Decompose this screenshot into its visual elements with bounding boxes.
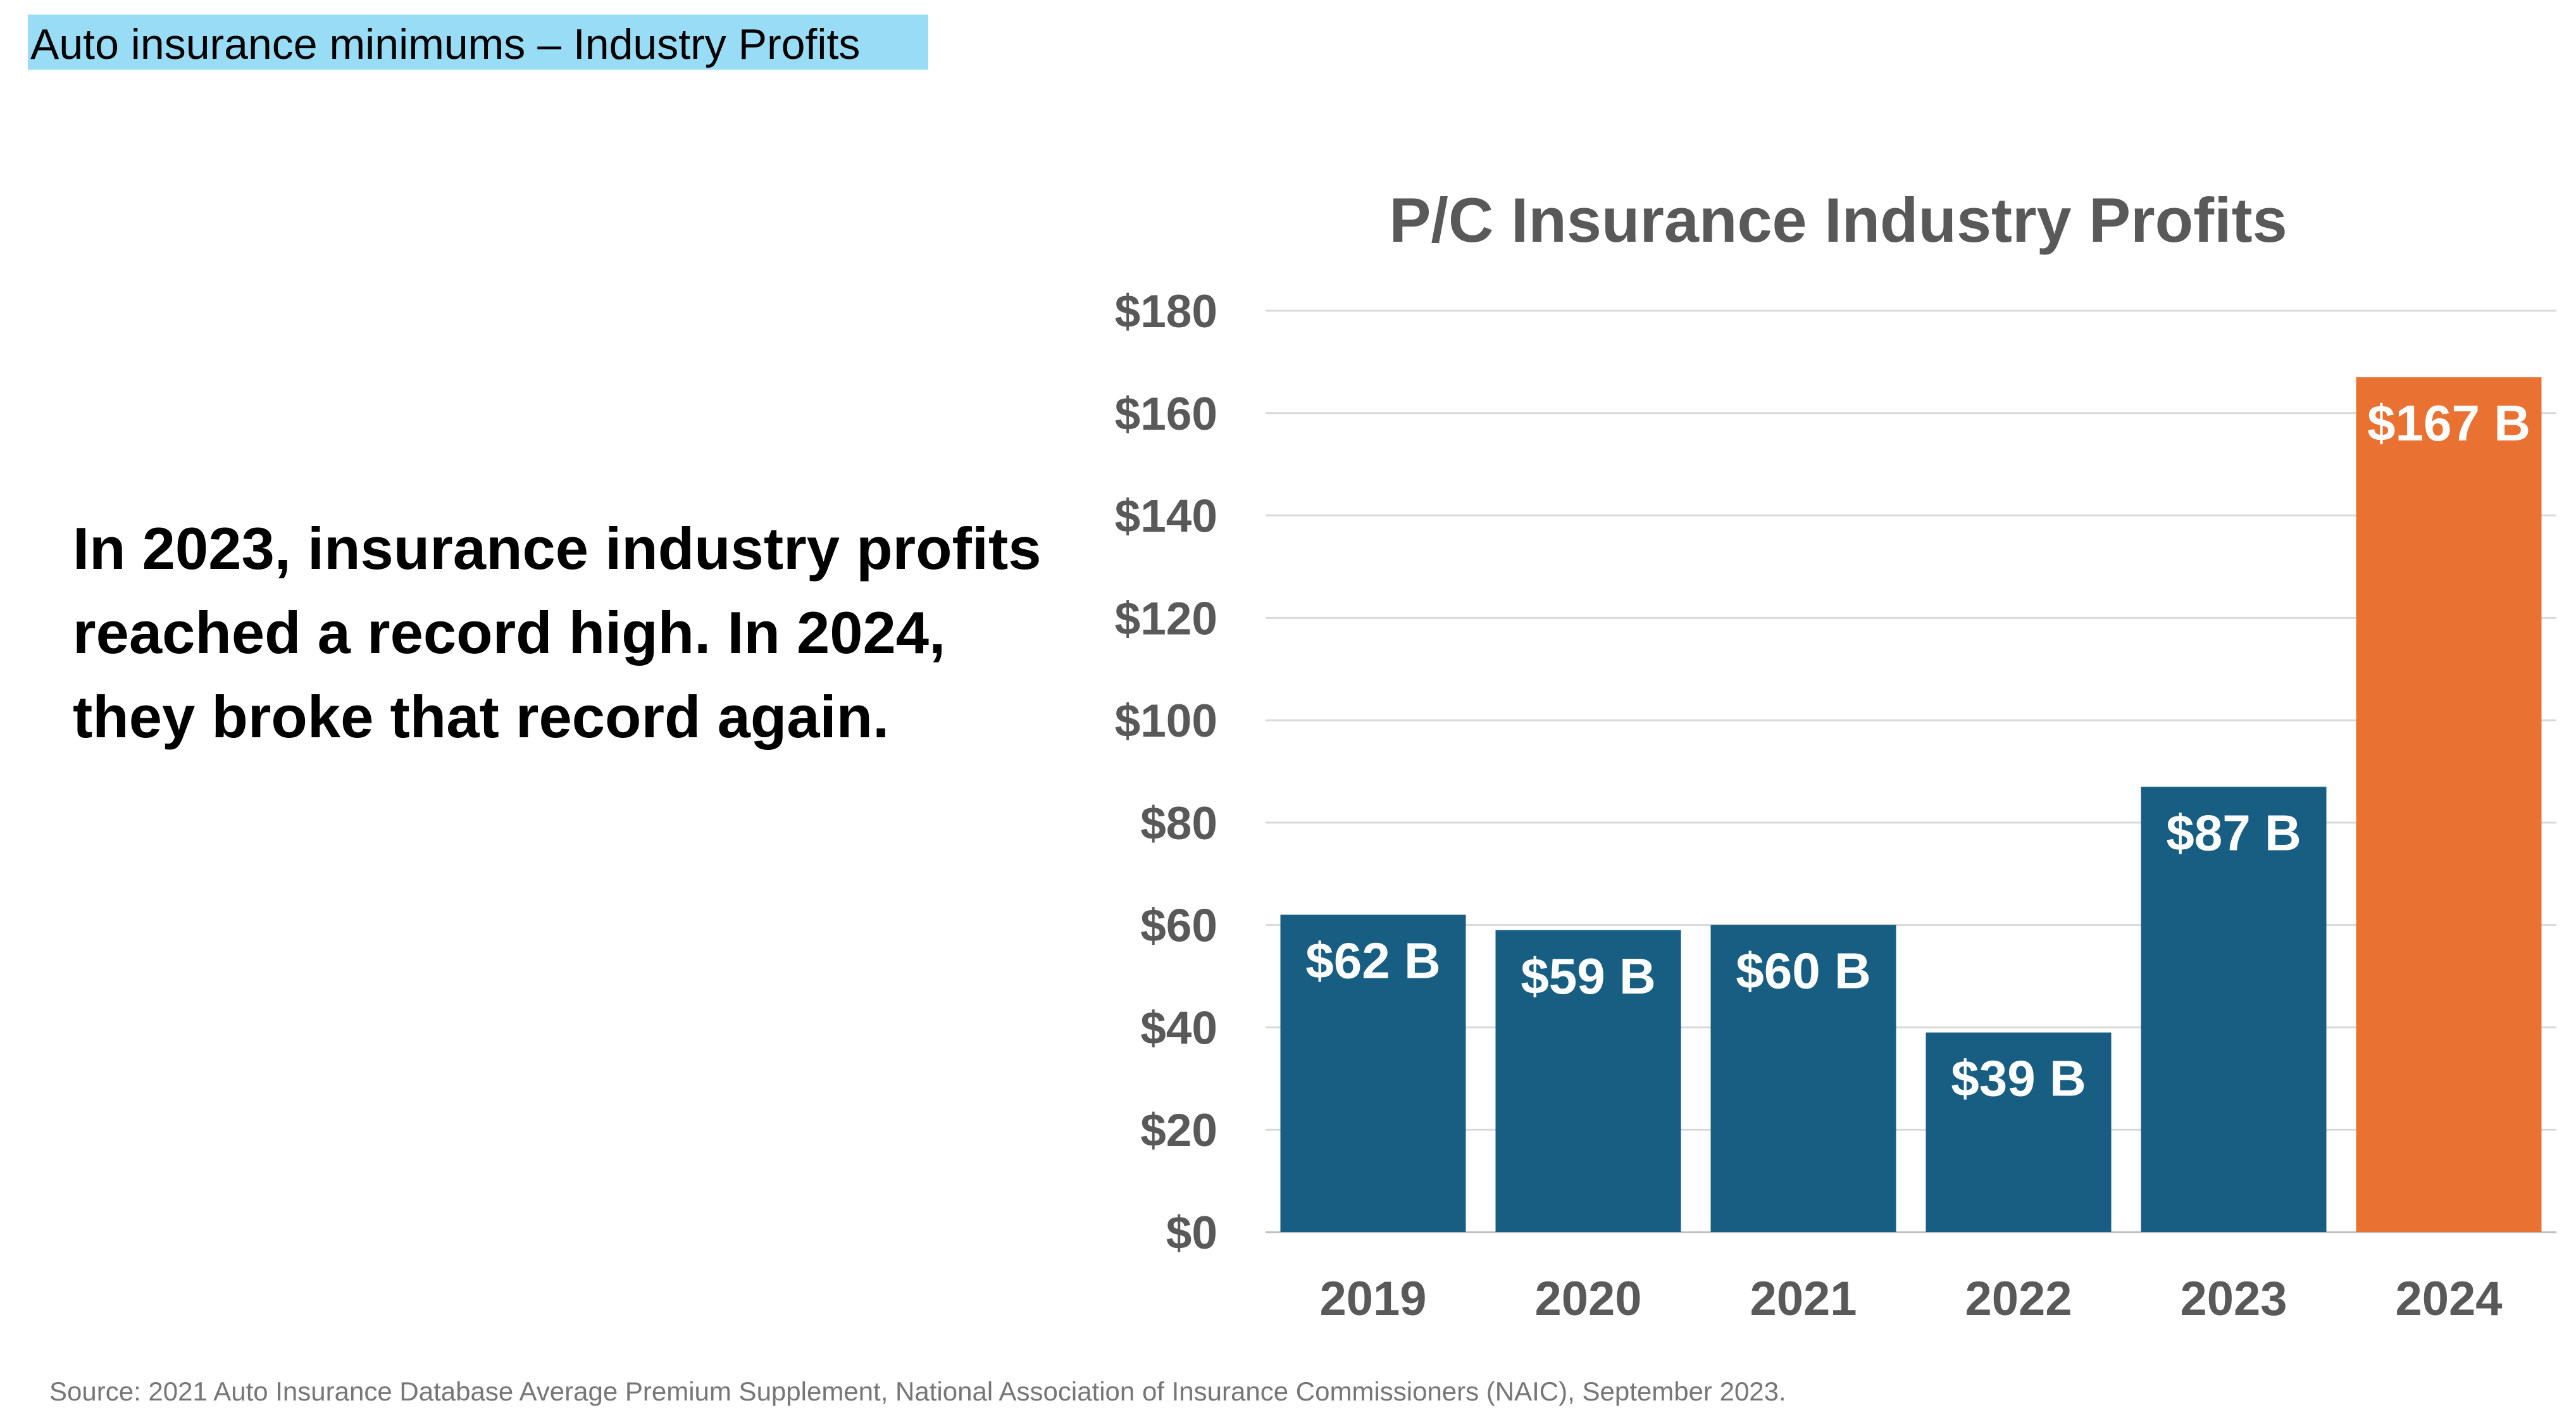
x-tick-label: 2020	[1534, 1272, 1641, 1326]
x-tick-label: 2019	[1319, 1272, 1426, 1326]
bar-2021	[1710, 925, 1896, 1232]
slide-title-banner: Auto insurance minimums – Industry Profi…	[28, 15, 928, 70]
bar-2022	[1926, 1032, 2112, 1232]
slide-title: Auto insurance minimums – Industry Profi…	[30, 20, 861, 68]
bar-2023	[2141, 787, 2327, 1232]
y-tick-label: $0	[1166, 1207, 1217, 1259]
y-tick-label: $100	[1115, 695, 1217, 747]
data-label: $167 B	[2367, 395, 2530, 451]
y-tick-label: $40	[1140, 1002, 1217, 1054]
y-tick-label: $140	[1115, 491, 1217, 542]
bar-2020	[1495, 930, 1681, 1232]
bar-2024	[2356, 377, 2542, 1233]
y-tick-label: $60	[1140, 901, 1217, 952]
y-tick-label: $80	[1140, 798, 1217, 849]
y-tick-label: $20	[1140, 1105, 1217, 1156]
data-label: $87 B	[2166, 804, 2301, 861]
y-tick-label: $120	[1115, 593, 1217, 644]
x-tick-label: 2021	[1750, 1272, 1857, 1326]
source-note: Source: 2021 Auto Insurance Database Ave…	[49, 1376, 1786, 1406]
chart-title: P/C Insurance Industry Profits	[1389, 185, 2287, 255]
x-tick-label: 2023	[2180, 1272, 2287, 1326]
y-tick-label: $180	[1115, 286, 1217, 337]
bar-2019	[1280, 914, 1466, 1232]
headline-text: In 2023, insurance industry profits reac…	[73, 515, 1042, 750]
data-label: $39 B	[1951, 1051, 2086, 1107]
data-label: $62 B	[1305, 932, 1440, 989]
data-label: $60 B	[1736, 943, 1870, 999]
x-tick-label: 2022	[1965, 1272, 2072, 1326]
x-tick-label: 2024	[2395, 1272, 2502, 1326]
y-tick-label: $160	[1115, 389, 1217, 440]
data-label: $59 B	[1521, 948, 1655, 1004]
